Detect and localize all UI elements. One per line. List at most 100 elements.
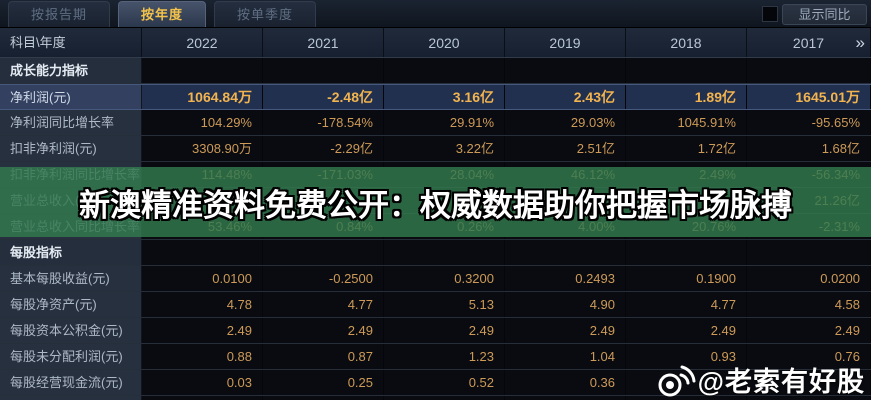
value-cell: -95.65% [747, 110, 871, 135]
value-cell: 4.78 [142, 292, 263, 317]
value-cell: 0.1900 [626, 266, 747, 291]
table-row[interactable]: 基本每股收益(元) 0.0100 -0.2500 0.3200 0.2493 0.1900… [0, 266, 871, 292]
value-cell: -178.54% [263, 110, 384, 135]
value-cell: 0.52 [384, 370, 505, 395]
table-row[interactable]: 营业总收入同比增长率 53.46% 0.84% 0.26% 4.00% 20.76% -2.… [0, 214, 871, 240]
more-columns-icon[interactable]: » [855, 33, 865, 52]
value-cell: 0.2493 [505, 266, 626, 291]
row-label: 每股净资产(元) [0, 292, 142, 317]
table-row[interactable]: 扣非净利润同比增长率 114.48% -171.03% 28.04% 46.12% 2.4… [0, 162, 871, 188]
value-cell [384, 58, 505, 83]
value-cell: 2.49% [626, 162, 747, 187]
table-row[interactable]: 营业总收入(元) 21.26亿 [0, 188, 871, 214]
tab-by-year[interactable]: 按年度 [118, 1, 207, 27]
value-cell: 114.48% [142, 162, 263, 187]
year-column-header: 2022 [142, 28, 263, 57]
year-column-header: 2019 [505, 28, 626, 57]
table-row[interactable]: 每股未分配利润(元) 0.88 0.87 1.23 1.04 0.93 0.76 [0, 344, 871, 370]
value-cell: 0.84% [263, 214, 384, 239]
value-cell: 0.03 [142, 370, 263, 395]
year-column-header: 2020 [384, 28, 505, 57]
compare-checkbox[interactable] [762, 6, 778, 22]
value-cell: 4.00% [505, 214, 626, 239]
value-cell [747, 240, 871, 265]
value-cell: 1.68亿 [747, 136, 871, 161]
value-cell: -56.34% [747, 162, 871, 187]
value-cell: 20.76% [626, 214, 747, 239]
value-cell: -171.03% [263, 162, 384, 187]
value-cell: 1064.84万 [142, 85, 263, 109]
row-label: 净利润同比增长率 [0, 110, 142, 135]
value-cell: 1.89亿 [626, 85, 747, 109]
period-tab-bar: 按报告期 按年度 按单季度 显示同比 [0, 0, 871, 28]
value-cell: 3308.90万 [142, 136, 263, 161]
value-cell: 104.29% [142, 110, 263, 135]
value-cell: 0.93 [626, 344, 747, 369]
row-label: 扣非净利润(元) [0, 136, 142, 161]
row-label: 扣非净利润同比增长率 [0, 162, 142, 187]
value-cell [626, 58, 747, 83]
credit-watermark: @老索有好股 [656, 360, 865, 399]
table-row[interactable]: 每股经营现金流(元) 0.03 0.25 0.52 0.36 [0, 370, 871, 396]
row-label [0, 396, 142, 400]
show-yoy-button[interactable]: 显示同比 [782, 4, 867, 25]
table-row[interactable]: 净利润同比增长率 104.29% -178.54% 29.91% 29.03% 1045.… [0, 110, 871, 136]
value-cell: -2.48亿 [263, 85, 384, 109]
credit-watermark-text: @老索有好股 [697, 367, 865, 397]
value-cell: 2.49 [505, 318, 626, 343]
year-column-header: 2021 [263, 28, 384, 57]
value-cell: 0.0100 [142, 266, 263, 291]
value-cell: 4.90 [505, 292, 626, 317]
table-row[interactable]: 净利润(元) 1064.84万 -2.48亿 3.16亿 2.43亿 1.89亿 1645.… [0, 84, 871, 110]
year-column-header: 2017 » [747, 28, 871, 57]
section-row: 每股指标 [0, 240, 871, 266]
value-cell: 0.25 [263, 370, 384, 395]
value-cell: -2.29亿 [263, 136, 384, 161]
value-cell [142, 188, 263, 213]
value-cell: 0.88 [142, 344, 263, 369]
corner-header: 科目\年度 [0, 28, 142, 57]
value-cell: 1.23 [384, 344, 505, 369]
value-cell: 4.77 [626, 292, 747, 317]
tab-by-report-period[interactable]: 按报告期 [8, 1, 111, 27]
value-cell [142, 240, 263, 265]
table-body: 成长能力指标 净利润(元) 1064.84万 -2.48亿 3.16亿 2.43亿 1.89… [0, 58, 871, 400]
value-cell [626, 188, 747, 213]
row-label: 每股资本公积金(元) [0, 318, 142, 343]
value-cell: 21.26亿 [747, 188, 871, 213]
value-cell [263, 240, 384, 265]
table-row[interactable]: 扣非净利润(元) 3308.90万 -2.29亿 3.22亿 2.51亿 1.72亿 1.6… [0, 136, 871, 162]
row-label: 净利润(元) [0, 85, 142, 109]
value-cell: 29.91% [384, 110, 505, 135]
value-cell [263, 58, 384, 83]
row-label: 每股指标 [0, 240, 142, 265]
value-cell: 3.22亿 [384, 136, 505, 161]
row-label: 每股未分配利润(元) [0, 344, 142, 369]
value-cell: 2.49 [263, 318, 384, 343]
value-cell: 1.04 [505, 344, 626, 369]
value-cell [384, 188, 505, 213]
row-label: 营业总收入同比增长率 [0, 214, 142, 239]
table-row[interactable]: 每股资本公积金(元) 2.49 2.49 2.49 2.49 2.49 2.49 [0, 318, 871, 344]
section-row: 成长能力指标 [0, 58, 871, 84]
value-cell: 0.3200 [384, 266, 505, 291]
value-cell: 46.12% [505, 162, 626, 187]
value-cell: 0.76 [747, 344, 871, 369]
weibo-icon [658, 365, 696, 396]
row-label: 营业总收入(元) [0, 188, 142, 213]
value-cell [505, 240, 626, 265]
value-cell [142, 58, 263, 83]
year-column-header: 2018 [626, 28, 747, 57]
value-cell: 2.49 [142, 318, 263, 343]
value-cell: 1045.91% [626, 110, 747, 135]
partial-row [0, 396, 871, 400]
value-cell [263, 188, 384, 213]
table-row[interactable]: 每股净资产(元) 4.78 4.77 5.13 4.90 4.77 4.58 [0, 292, 871, 318]
tab-by-quarter[interactable]: 按单季度 [214, 1, 317, 27]
value-cell: 3.16亿 [384, 85, 505, 109]
row-label: 每股经营现金流(元) [0, 370, 142, 395]
value-cell: 29.03% [505, 110, 626, 135]
value-cell: 0.36 [505, 370, 626, 395]
value-cell: 0.87 [263, 344, 384, 369]
